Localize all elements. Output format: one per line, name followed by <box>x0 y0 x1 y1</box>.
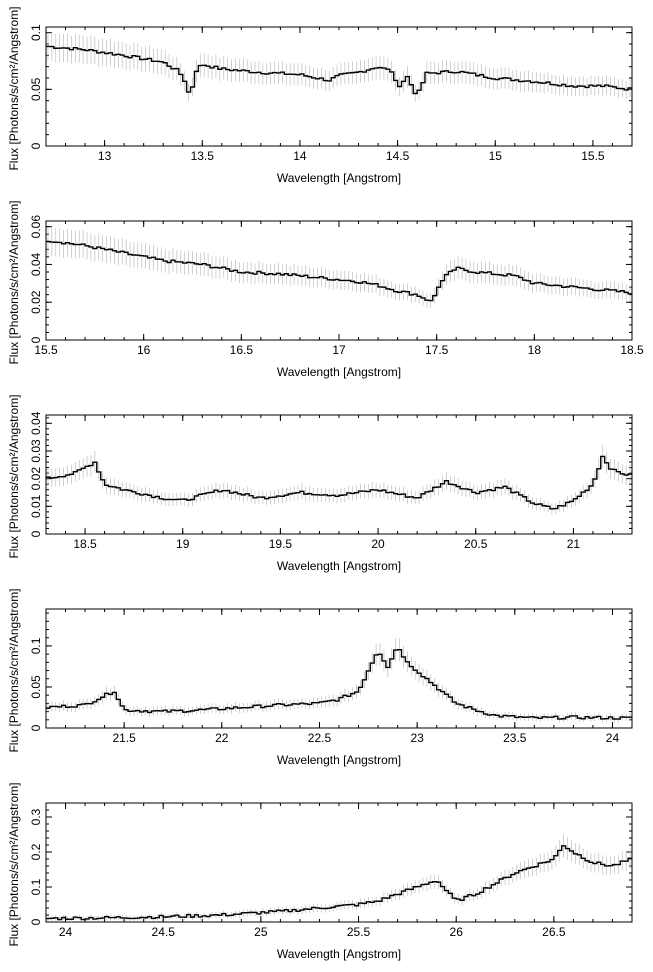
x-axis-title: Wavelength [Angstrom] <box>277 947 401 961</box>
x-axis-title: Wavelength [Angstrom] <box>277 365 401 379</box>
x-tick-label: 24 <box>59 925 73 939</box>
y-tick-label: 0 <box>29 142 43 149</box>
x-axis-title: Wavelength [Angstrom] <box>277 171 401 185</box>
spectrum-panel: 24 24.5 25 25.5 26 26.5 0 0.1 0.2 0.3 Wavelength [… <box>7 782 633 961</box>
plot-frame <box>45 414 633 535</box>
x-tick-label: 26 <box>450 925 464 939</box>
x-tick-label: 25.5 <box>347 925 371 939</box>
spectrum-panel: 13 13.5 14 14.5 15 15.5 0 0.05 0.1 Wavelength [An… <box>7 6 633 185</box>
y-axis-title: Flux [Photons/s/cm²/Angstrom] <box>7 394 21 558</box>
y-tick-label: 0 <box>29 724 43 731</box>
y-tick-label: 0.05 <box>29 675 43 699</box>
x-tick-label: 17.5 <box>425 343 449 357</box>
y-tick-label: 0 <box>29 530 43 537</box>
x-tick-label: 23 <box>410 731 424 745</box>
y-tick-label: 0.05 <box>29 77 43 101</box>
x-axis-title: Wavelength [Angstrom] <box>277 559 401 573</box>
x-tick-label: 19.5 <box>269 537 293 551</box>
y-axis-title: Flux [Photons/s/cm²/Angstrom] <box>7 588 21 752</box>
x-tick-label: 25 <box>254 925 268 939</box>
y-tick-label: 0.03 <box>29 439 43 463</box>
x-tick-label: 21.5 <box>112 731 136 745</box>
spectrum-panel: 15.5 16 16.5 17 17.5 18 18.5 0 0.02 0.04 0.06 Wavel… <box>7 200 644 379</box>
x-tick-label: 14.5 <box>386 149 410 163</box>
y-tick-label: 0.1 <box>29 24 43 41</box>
error-bars <box>47 834 631 922</box>
x-tick-label: 15 <box>489 149 503 163</box>
y-tick-label: 0.1 <box>29 878 43 895</box>
y-tick-label: 0.1 <box>29 637 43 654</box>
x-tick-label: 16.5 <box>230 343 254 357</box>
y-tick-label: 0.04 <box>29 411 43 435</box>
x-tick-label: 20.5 <box>464 537 488 551</box>
y-tick-label: 0 <box>29 918 43 925</box>
x-tick-label: 24 <box>606 731 620 745</box>
spectrum-panel: 18.5 19 19.5 20 20.5 21 0 0.01 0.02 0.03 0.04 Wavel… <box>7 394 633 573</box>
x-tick-label: 20 <box>371 537 385 551</box>
error-bars <box>47 637 631 723</box>
x-tick-label: 15.5 <box>34 343 58 357</box>
y-tick-label: 0.02 <box>29 290 43 314</box>
x-tick-label: 17 <box>332 343 346 357</box>
x-tick-label: 24.5 <box>152 925 176 939</box>
y-tick-label: 0.01 <box>29 494 43 518</box>
y-tick-label: 0.2 <box>29 843 43 860</box>
y-tick-label: 0 <box>29 336 43 343</box>
y-axis-title: Flux [Photons/s/cm²/Angstrom] <box>7 6 21 170</box>
error-bars <box>47 227 631 308</box>
spectrum-line <box>46 45 632 95</box>
spectrum-line <box>46 845 632 921</box>
y-tick-label: 0.02 <box>29 467 43 491</box>
x-tick-label: 19 <box>176 537 190 551</box>
spectrum-line <box>46 240 632 302</box>
spectrum-line <box>46 455 632 510</box>
x-tick-label: 13 <box>98 149 112 163</box>
y-tick-label: 0.06 <box>29 215 43 239</box>
x-axis-title: Wavelength [Angstrom] <box>277 753 401 767</box>
spectrum-panel: 21.5 22 22.5 23 23.5 24 0 0.05 0.1 Wavelength [An… <box>7 588 633 767</box>
y-axis-title: Flux [Photons/s/cm²/Angstrom] <box>7 782 21 946</box>
y-tick-label: 0.04 <box>29 252 43 276</box>
error-bars <box>47 32 631 103</box>
y-tick-label: 0.3 <box>29 808 43 825</box>
x-tick-label: 23.5 <box>503 731 527 745</box>
x-tick-label: 18 <box>528 343 542 357</box>
x-tick-label: 13.5 <box>191 149 215 163</box>
x-tick-label: 18.5 <box>620 343 644 357</box>
x-tick-label: 26.5 <box>542 925 566 939</box>
x-tick-label: 22.5 <box>308 731 332 745</box>
x-tick-label: 21 <box>567 537 581 551</box>
y-axis-title: Flux [Photons/s/cm²/Angstrom] <box>7 200 21 364</box>
spectrum-line <box>46 648 632 720</box>
x-tick-label: 18.5 <box>73 537 97 551</box>
x-tick-label: 22 <box>215 731 229 745</box>
x-tick-label: 15.5 <box>581 149 605 163</box>
x-tick-label: 14 <box>293 149 307 163</box>
x-tick-label: 16 <box>137 343 151 357</box>
